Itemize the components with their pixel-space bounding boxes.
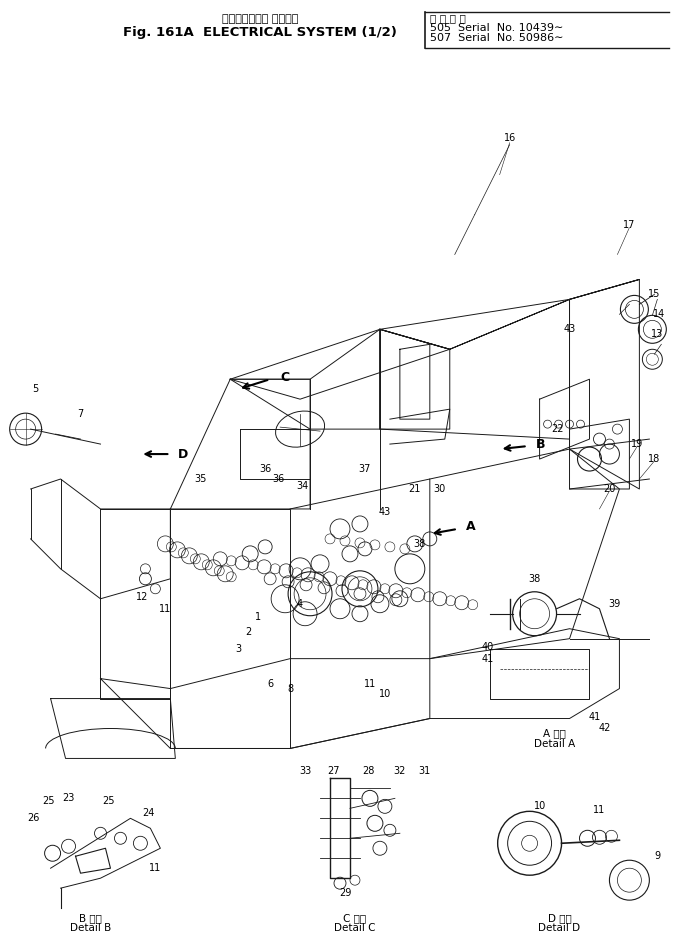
Text: D: D (178, 447, 188, 460)
Text: 11: 11 (159, 603, 172, 614)
Text: 10: 10 (534, 801, 546, 812)
Text: 22: 22 (551, 424, 564, 434)
Text: Detail C: Detail C (334, 923, 376, 933)
Text: 30: 30 (434, 484, 446, 494)
Text: 29: 29 (339, 888, 351, 899)
Text: 18: 18 (648, 454, 660, 464)
Text: 17: 17 (623, 219, 635, 230)
Text: 35: 35 (194, 474, 207, 484)
Text: 505  Serial  No. 10439∼: 505 Serial No. 10439∼ (430, 23, 563, 33)
Text: 3: 3 (235, 644, 241, 654)
Text: 20: 20 (603, 484, 616, 494)
Text: 33: 33 (299, 767, 311, 776)
Text: 12: 12 (136, 592, 148, 601)
Text: 31: 31 (419, 767, 431, 776)
Text: 13: 13 (652, 330, 664, 339)
Text: C 詳細: C 詳細 (343, 913, 367, 923)
Text: 15: 15 (648, 290, 660, 300)
Text: D 詳細: D 詳細 (548, 913, 572, 923)
Text: 8: 8 (287, 684, 293, 694)
Text: 36: 36 (272, 474, 284, 484)
Text: 5: 5 (33, 384, 39, 394)
Text: 16: 16 (504, 133, 516, 143)
Text: 41: 41 (481, 654, 494, 664)
Text: 37: 37 (359, 464, 371, 474)
Text: 32: 32 (394, 767, 406, 776)
Text: 19: 19 (631, 439, 643, 449)
Text: エレクトリカル システム: エレクトリカル システム (222, 14, 298, 24)
Text: 14: 14 (653, 309, 666, 319)
Text: 11: 11 (149, 863, 161, 873)
Text: Fig. 161A  ELECTRICAL SYSTEM (1/2): Fig. 161A ELECTRICAL SYSTEM (1/2) (123, 26, 397, 39)
Text: A: A (466, 520, 475, 533)
Text: B: B (536, 438, 545, 450)
Text: 26: 26 (27, 814, 40, 823)
Text: 2: 2 (245, 627, 252, 637)
Text: Detail B: Detail B (70, 923, 111, 933)
Text: B 詳細: B 詳細 (79, 913, 102, 923)
Text: 10: 10 (379, 688, 391, 699)
Text: C: C (280, 371, 290, 384)
Text: A 詳細: A 詳細 (543, 729, 566, 739)
Text: 適 用 号 機: 適 用 号 機 (430, 13, 466, 23)
Text: 39: 39 (608, 599, 620, 609)
Text: 4: 4 (297, 599, 303, 609)
Text: 36: 36 (259, 464, 271, 474)
Text: 1: 1 (255, 612, 261, 622)
Text: 11: 11 (593, 805, 605, 815)
Text: 38: 38 (528, 573, 541, 584)
Text: 23: 23 (62, 793, 75, 803)
Text: 11: 11 (364, 679, 376, 688)
Text: 28: 28 (362, 767, 374, 776)
Text: 27: 27 (327, 767, 339, 776)
Text: 40: 40 (481, 642, 494, 652)
Text: 507  Serial  No. 50986∼: 507 Serial No. 50986∼ (430, 33, 563, 43)
Text: 24: 24 (142, 808, 155, 818)
Text: 34: 34 (296, 481, 308, 491)
Text: 25: 25 (102, 797, 115, 806)
Text: Detail A: Detail A (534, 740, 575, 749)
Text: 7: 7 (77, 409, 83, 419)
Text: 42: 42 (598, 724, 611, 733)
Text: Detail D: Detail D (538, 923, 580, 933)
Text: 38: 38 (414, 539, 426, 549)
Text: 43: 43 (563, 324, 576, 334)
Text: 21: 21 (409, 484, 421, 494)
Text: 43: 43 (379, 507, 391, 517)
Text: 6: 6 (267, 679, 273, 688)
Text: 25: 25 (42, 797, 55, 806)
Text: 9: 9 (654, 851, 660, 861)
Text: 41: 41 (589, 712, 601, 722)
